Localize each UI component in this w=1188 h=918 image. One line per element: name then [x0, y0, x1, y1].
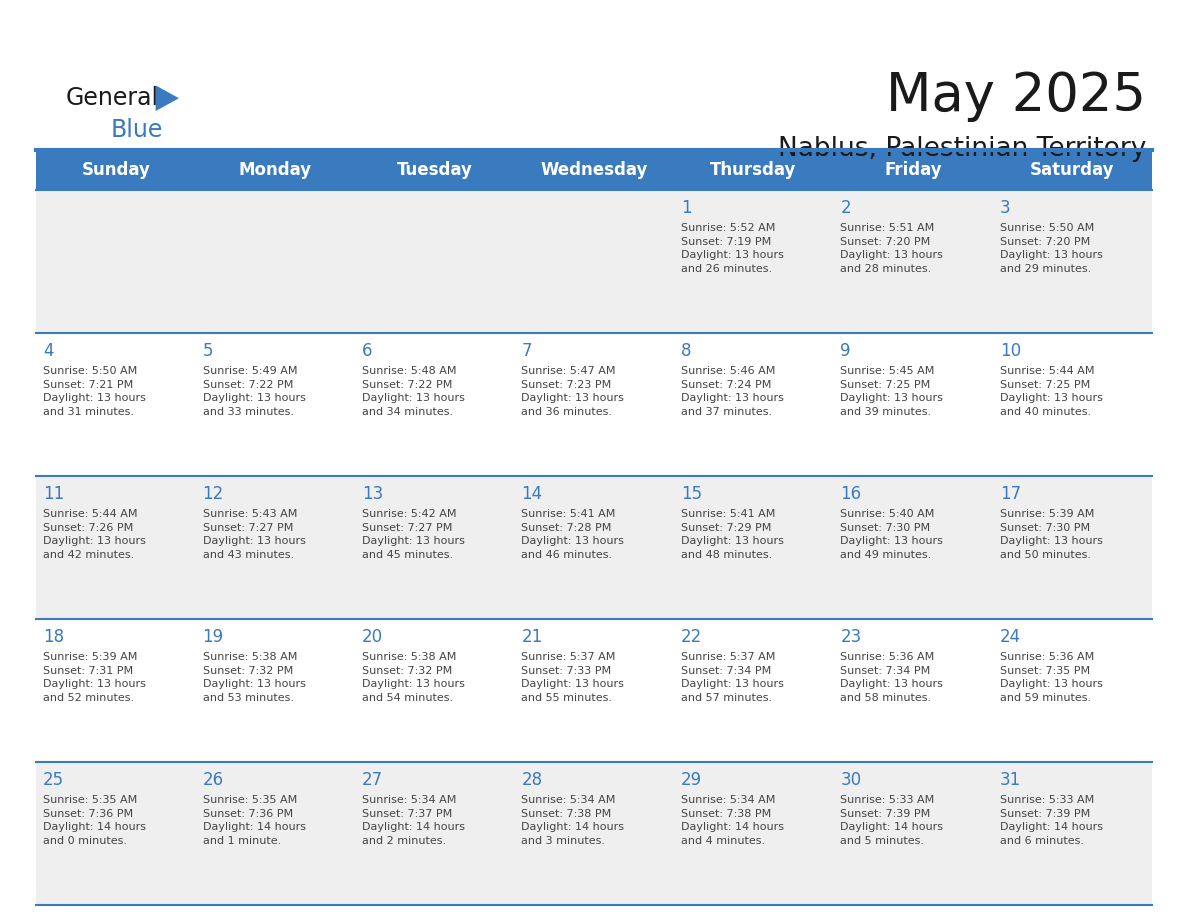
Text: 10: 10: [999, 342, 1020, 360]
Text: 12: 12: [203, 486, 223, 503]
Text: Sunrise: 5:40 AM
Sunset: 7:30 PM
Daylight: 13 hours
and 49 minutes.: Sunrise: 5:40 AM Sunset: 7:30 PM Dayligh…: [840, 509, 943, 560]
Text: Sunrise: 5:39 AM
Sunset: 7:30 PM
Daylight: 13 hours
and 50 minutes.: Sunrise: 5:39 AM Sunset: 7:30 PM Dayligh…: [999, 509, 1102, 560]
Text: Sunrise: 5:36 AM
Sunset: 7:35 PM
Daylight: 13 hours
and 59 minutes.: Sunrise: 5:36 AM Sunset: 7:35 PM Dayligh…: [999, 652, 1102, 703]
Text: Friday: Friday: [884, 161, 942, 179]
Text: Sunday: Sunday: [81, 161, 150, 179]
Text: Sunrise: 5:48 AM
Sunset: 7:22 PM
Daylight: 13 hours
and 34 minutes.: Sunrise: 5:48 AM Sunset: 7:22 PM Dayligh…: [362, 366, 465, 417]
Text: 17: 17: [999, 486, 1020, 503]
Bar: [36, 619, 1152, 762]
Text: 1: 1: [681, 199, 691, 218]
Text: Wednesday: Wednesday: [541, 161, 647, 179]
Text: 18: 18: [43, 628, 64, 646]
Text: 4: 4: [43, 342, 53, 360]
Text: Sunrise: 5:33 AM
Sunset: 7:39 PM
Daylight: 14 hours
and 6 minutes.: Sunrise: 5:33 AM Sunset: 7:39 PM Dayligh…: [999, 795, 1102, 845]
Text: 3: 3: [999, 199, 1010, 218]
Bar: [36, 190, 1152, 333]
Text: Monday: Monday: [239, 161, 311, 179]
Text: 13: 13: [362, 486, 384, 503]
Bar: [36, 476, 1152, 619]
Text: Sunrise: 5:34 AM
Sunset: 7:38 PM
Daylight: 14 hours
and 3 minutes.: Sunrise: 5:34 AM Sunset: 7:38 PM Dayligh…: [522, 795, 625, 845]
Bar: [833, 150, 992, 190]
Text: Sunrise: 5:35 AM
Sunset: 7:36 PM
Daylight: 14 hours
and 0 minutes.: Sunrise: 5:35 AM Sunset: 7:36 PM Dayligh…: [43, 795, 146, 845]
Text: Saturday: Saturday: [1030, 161, 1114, 179]
Text: 14: 14: [522, 486, 543, 503]
Text: 15: 15: [681, 486, 702, 503]
Text: Nablus, Palestinian Territory: Nablus, Palestinian Territory: [778, 136, 1146, 162]
Text: 26: 26: [203, 771, 223, 789]
Text: Sunrise: 5:50 AM
Sunset: 7:20 PM
Daylight: 13 hours
and 29 minutes.: Sunrise: 5:50 AM Sunset: 7:20 PM Dayligh…: [999, 223, 1102, 274]
Text: Sunrise: 5:43 AM
Sunset: 7:27 PM
Daylight: 13 hours
and 43 minutes.: Sunrise: 5:43 AM Sunset: 7:27 PM Dayligh…: [203, 509, 305, 560]
Text: Sunrise: 5:35 AM
Sunset: 7:36 PM
Daylight: 14 hours
and 1 minute.: Sunrise: 5:35 AM Sunset: 7:36 PM Dayligh…: [203, 795, 305, 845]
Text: 21: 21: [522, 628, 543, 646]
Text: Sunrise: 5:46 AM
Sunset: 7:24 PM
Daylight: 13 hours
and 37 minutes.: Sunrise: 5:46 AM Sunset: 7:24 PM Dayligh…: [681, 366, 784, 417]
Bar: [674, 150, 833, 190]
Text: 28: 28: [522, 771, 543, 789]
Text: General: General: [65, 86, 158, 110]
Bar: [36, 333, 1152, 476]
Text: Blue: Blue: [110, 118, 163, 142]
Text: 19: 19: [203, 628, 223, 646]
Text: Sunrise: 5:42 AM
Sunset: 7:27 PM
Daylight: 13 hours
and 45 minutes.: Sunrise: 5:42 AM Sunset: 7:27 PM Dayligh…: [362, 509, 465, 560]
Text: 23: 23: [840, 628, 861, 646]
Text: 29: 29: [681, 771, 702, 789]
Text: Sunrise: 5:37 AM
Sunset: 7:34 PM
Daylight: 13 hours
and 57 minutes.: Sunrise: 5:37 AM Sunset: 7:34 PM Dayligh…: [681, 652, 784, 703]
Text: Sunrise: 5:45 AM
Sunset: 7:25 PM
Daylight: 13 hours
and 39 minutes.: Sunrise: 5:45 AM Sunset: 7:25 PM Dayligh…: [840, 366, 943, 417]
Text: Sunrise: 5:47 AM
Sunset: 7:23 PM
Daylight: 13 hours
and 36 minutes.: Sunrise: 5:47 AM Sunset: 7:23 PM Dayligh…: [522, 366, 624, 417]
Text: Sunrise: 5:37 AM
Sunset: 7:33 PM
Daylight: 13 hours
and 55 minutes.: Sunrise: 5:37 AM Sunset: 7:33 PM Dayligh…: [522, 652, 624, 703]
Text: Sunrise: 5:36 AM
Sunset: 7:34 PM
Daylight: 13 hours
and 58 minutes.: Sunrise: 5:36 AM Sunset: 7:34 PM Dayligh…: [840, 652, 943, 703]
Text: 22: 22: [681, 628, 702, 646]
Text: Sunrise: 5:39 AM
Sunset: 7:31 PM
Daylight: 13 hours
and 52 minutes.: Sunrise: 5:39 AM Sunset: 7:31 PM Dayligh…: [43, 652, 146, 703]
Text: Tuesday: Tuesday: [397, 161, 473, 179]
Bar: [992, 150, 1152, 190]
Bar: [355, 150, 514, 190]
Text: 27: 27: [362, 771, 383, 789]
Text: 8: 8: [681, 342, 691, 360]
Text: 9: 9: [840, 342, 851, 360]
Text: Sunrise: 5:52 AM
Sunset: 7:19 PM
Daylight: 13 hours
and 26 minutes.: Sunrise: 5:52 AM Sunset: 7:19 PM Dayligh…: [681, 223, 784, 274]
Text: Sunrise: 5:38 AM
Sunset: 7:32 PM
Daylight: 13 hours
and 53 minutes.: Sunrise: 5:38 AM Sunset: 7:32 PM Dayligh…: [203, 652, 305, 703]
Text: Sunrise: 5:38 AM
Sunset: 7:32 PM
Daylight: 13 hours
and 54 minutes.: Sunrise: 5:38 AM Sunset: 7:32 PM Dayligh…: [362, 652, 465, 703]
Text: Sunrise: 5:33 AM
Sunset: 7:39 PM
Daylight: 14 hours
and 5 minutes.: Sunrise: 5:33 AM Sunset: 7:39 PM Dayligh…: [840, 795, 943, 845]
Text: 20: 20: [362, 628, 383, 646]
Text: 6: 6: [362, 342, 373, 360]
Text: 16: 16: [840, 486, 861, 503]
Bar: [36, 762, 1152, 905]
Text: 5: 5: [203, 342, 213, 360]
Text: 2: 2: [840, 199, 851, 218]
Text: 30: 30: [840, 771, 861, 789]
Text: May 2025: May 2025: [886, 71, 1146, 122]
Text: Sunrise: 5:51 AM
Sunset: 7:20 PM
Daylight: 13 hours
and 28 minutes.: Sunrise: 5:51 AM Sunset: 7:20 PM Dayligh…: [840, 223, 943, 274]
Text: Sunrise: 5:41 AM
Sunset: 7:28 PM
Daylight: 13 hours
and 46 minutes.: Sunrise: 5:41 AM Sunset: 7:28 PM Dayligh…: [522, 509, 624, 560]
Polygon shape: [156, 85, 179, 111]
Text: Sunrise: 5:44 AM
Sunset: 7:26 PM
Daylight: 13 hours
and 42 minutes.: Sunrise: 5:44 AM Sunset: 7:26 PM Dayligh…: [43, 509, 146, 560]
Text: Thursday: Thursday: [710, 161, 797, 179]
Text: Sunrise: 5:34 AM
Sunset: 7:38 PM
Daylight: 14 hours
and 4 minutes.: Sunrise: 5:34 AM Sunset: 7:38 PM Dayligh…: [681, 795, 784, 845]
Text: Sunrise: 5:49 AM
Sunset: 7:22 PM
Daylight: 13 hours
and 33 minutes.: Sunrise: 5:49 AM Sunset: 7:22 PM Dayligh…: [203, 366, 305, 417]
Bar: [36, 150, 196, 190]
Text: 24: 24: [999, 628, 1020, 646]
Text: 11: 11: [43, 486, 64, 503]
Text: 7: 7: [522, 342, 532, 360]
Text: Sunrise: 5:41 AM
Sunset: 7:29 PM
Daylight: 13 hours
and 48 minutes.: Sunrise: 5:41 AM Sunset: 7:29 PM Dayligh…: [681, 509, 784, 560]
Text: 25: 25: [43, 771, 64, 789]
Bar: [196, 150, 355, 190]
Text: 31: 31: [999, 771, 1020, 789]
Text: Sunrise: 5:34 AM
Sunset: 7:37 PM
Daylight: 14 hours
and 2 minutes.: Sunrise: 5:34 AM Sunset: 7:37 PM Dayligh…: [362, 795, 465, 845]
Text: Sunrise: 5:44 AM
Sunset: 7:25 PM
Daylight: 13 hours
and 40 minutes.: Sunrise: 5:44 AM Sunset: 7:25 PM Dayligh…: [999, 366, 1102, 417]
Text: Sunrise: 5:50 AM
Sunset: 7:21 PM
Daylight: 13 hours
and 31 minutes.: Sunrise: 5:50 AM Sunset: 7:21 PM Dayligh…: [43, 366, 146, 417]
Bar: [514, 150, 674, 190]
